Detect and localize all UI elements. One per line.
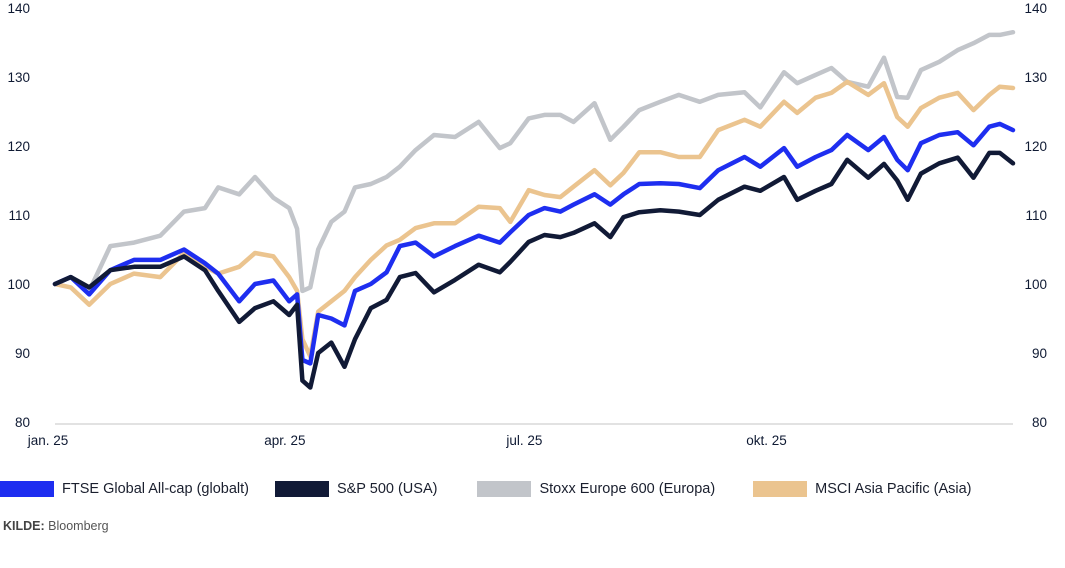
- source-value: Bloomberg: [48, 519, 109, 533]
- legend-swatch: [753, 481, 808, 497]
- series-line: [52, 121, 1016, 366]
- series-lines: [52, 29, 1016, 390]
- legend-swatch: [274, 481, 329, 497]
- legend-item-sp500: S&P 500 (USA): [274, 481, 438, 497]
- y-tick-label-left: 140: [7, 1, 30, 16]
- y-tick-label-left: 130: [7, 70, 30, 85]
- legend-label: S&P 500 (USA): [336, 481, 438, 497]
- legend-item-stoxx: Stoxx Europe 600 (Europa): [477, 481, 715, 497]
- legend-label: FTSE Global All-cap (globalt): [62, 481, 249, 497]
- x-tick-label: jul. 25: [505, 433, 542, 448]
- source-note: KILDE: Bloomberg: [3, 519, 109, 533]
- y-tick-label-right: 140: [1024, 1, 1047, 16]
- legend-item-msci: MSCI Asia Pacific (Asia): [753, 481, 972, 497]
- y-tick-label-right: 120: [1024, 139, 1047, 154]
- series-line: [52, 29, 1016, 294]
- y-tick-label-left: 120: [7, 139, 30, 154]
- x-tick-label: jan. 25: [27, 433, 69, 448]
- y-tick-label-left: 110: [8, 208, 30, 223]
- x-tick-label: apr. 25: [264, 433, 305, 448]
- series-line: [52, 150, 1016, 390]
- y-tick-label-left: 90: [15, 346, 30, 361]
- y-tick-label-right: 100: [1024, 277, 1047, 292]
- y-tick-label-left: 100: [7, 277, 30, 292]
- y-tick-label-right: 80: [1032, 415, 1047, 430]
- legend-item-ftse: FTSE Global All-cap (globalt): [0, 481, 249, 497]
- y-tick-label-right: 130: [1024, 70, 1047, 85]
- line-chart: 80 80 90 90 100 100 110 110 120 120 130 130 140 140 ja…: [7, 1, 1047, 448]
- y-tick-label-left: 80: [15, 415, 30, 430]
- x-tick-label: okt. 25: [746, 433, 787, 448]
- legend-swatch: [477, 481, 532, 497]
- y-tick-label-right: 90: [1032, 346, 1047, 361]
- legend-label: MSCI Asia Pacific (Asia): [815, 481, 972, 497]
- legend-label: Stoxx Europe 600 (Europa): [539, 481, 716, 497]
- legend: FTSE Global All-cap (globalt) S&P 500 (U…: [0, 481, 972, 497]
- series-line: [52, 79, 1016, 359]
- y-tick-label-right: 110: [1025, 208, 1047, 223]
- legend-swatch: [0, 481, 54, 497]
- axes: 80 80 90 90 100 100 110 110 120 120 130 130 140 140 ja…: [7, 1, 1047, 448]
- source-label: KILDE:: [3, 519, 45, 533]
